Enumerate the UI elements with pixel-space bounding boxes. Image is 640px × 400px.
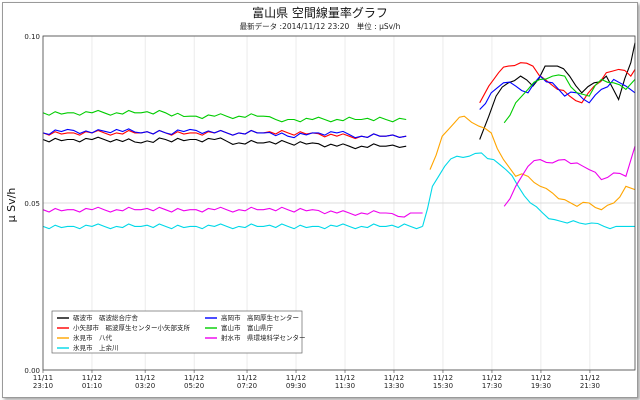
series-line-5-segment-0 <box>42 109 407 123</box>
x-tick-date-3: 11/12 <box>184 374 204 382</box>
x-tick-date-8: 11/12 <box>433 374 453 382</box>
x-tick-date-2: 11/12 <box>135 374 155 382</box>
x-tick-date-0: 11/11 <box>33 374 53 382</box>
series-line-6-segment-0 <box>42 206 423 218</box>
x-tick-time-1: 01:10 <box>82 382 102 390</box>
line-chart: 富山県 空間線量率グラフ 最新データ :2014/11/12 23:20 単位 … <box>5 5 636 390</box>
series-lines <box>42 42 636 230</box>
x-tick-time-9: 17:30 <box>482 382 502 390</box>
series-line-3-segment-1 <box>422 152 635 230</box>
legend-label-2: 氷見市 八代 <box>73 333 113 342</box>
series-line-0-segment-0 <box>42 136 407 150</box>
legend-label-6: 射水市 県環境科学センター <box>221 333 306 342</box>
legend-label-5: 富山市 富山県庁 <box>221 323 274 332</box>
chart-title: 富山県 空間線量率グラフ <box>252 5 388 20</box>
series-line-6-segment-1 <box>503 146 636 207</box>
chart-subtitle: 最新データ :2014/11/12 23:20 単位 : μSv/h <box>240 21 401 31</box>
x-tick-date-10: 11/12 <box>531 374 551 382</box>
legend-label-0: 砺波市 砺波総合庁舎 <box>73 313 139 322</box>
x-tick-date-6: 11/12 <box>335 374 355 382</box>
series-line-4-segment-0 <box>42 128 407 139</box>
legend-label-3: 氷見市 上余川 <box>73 343 119 352</box>
x-tick-time-6: 11:30 <box>335 382 355 390</box>
x-tick-date-9: 11/12 <box>482 374 502 382</box>
series-line-5-segment-1 <box>503 74 636 124</box>
x-tick-time-5: 09:30 <box>286 382 306 390</box>
x-tick-time-10: 19:30 <box>531 382 551 390</box>
x-tick-date-7: 11/12 <box>384 374 404 382</box>
y-tick-label-0: 0.00 <box>24 367 40 375</box>
x-tick-time-3: 05:20 <box>184 382 204 390</box>
x-ticks: 11/1123:1011/1201:1011/1203:2011/1205:20… <box>33 370 600 390</box>
legend-label-4: 高岡市 高岡厚生センター <box>221 313 299 322</box>
series-line-2-segment-0 <box>429 115 636 211</box>
y-tick-label-2: 0.10 <box>24 33 40 41</box>
x-tick-date-11: 11/12 <box>580 374 600 382</box>
legend-label-1: 小矢部市 砺波厚生センター小矢部支所 <box>73 323 191 332</box>
y-tick-label-1: 0.05 <box>24 200 40 208</box>
x-tick-date-1: 11/12 <box>82 374 102 382</box>
x-tick-time-4: 07:20 <box>237 382 257 390</box>
x-tick-time-8: 15:30 <box>433 382 453 390</box>
x-tick-time-11: 21:30 <box>580 382 600 390</box>
plot-area <box>42 35 636 371</box>
series-line-0-segment-1 <box>479 42 636 140</box>
x-tick-time-2: 03:20 <box>135 382 155 390</box>
x-tick-date-5: 11/12 <box>286 374 306 382</box>
series-line-3-segment-0 <box>42 223 423 230</box>
series-line-4-segment-1 <box>479 75 636 110</box>
y-axis-label: μ Sv/h <box>5 188 18 223</box>
x-tick-time-7: 13:30 <box>384 382 404 390</box>
y-ticks: 0.00 0.05 0.10 <box>24 33 40 375</box>
legend-box <box>51 310 303 354</box>
x-tick-time-0: 23:10 <box>33 382 53 390</box>
series-line-1-segment-1 <box>479 62 636 104</box>
x-tick-date-4: 11/12 <box>237 374 257 382</box>
